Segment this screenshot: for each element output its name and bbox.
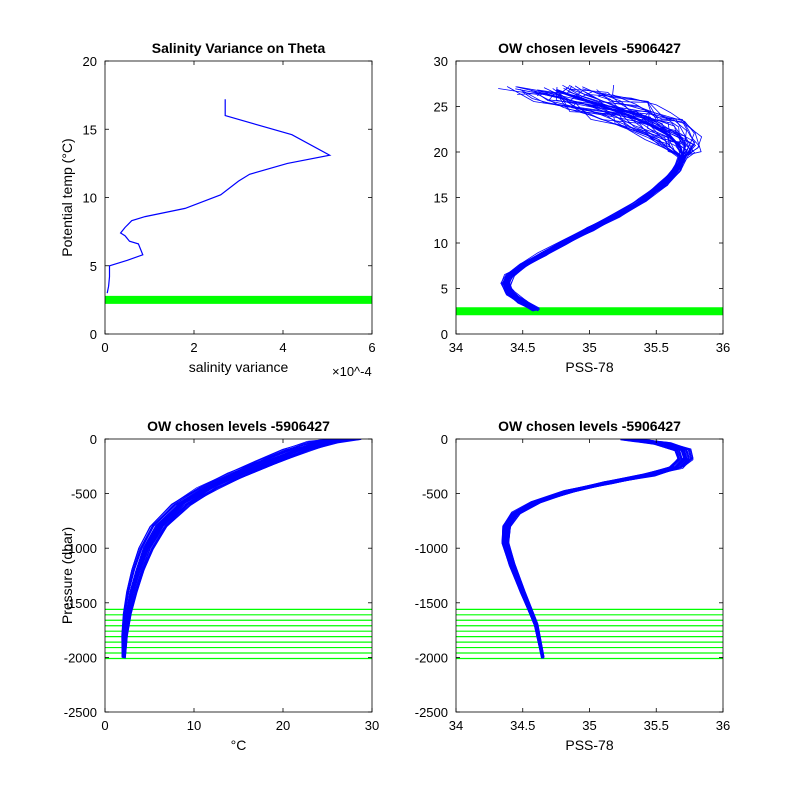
x-axis-label: salinity variance <box>189 359 289 375</box>
profile-line <box>124 439 359 658</box>
y-tick-label: -1000 <box>415 541 448 556</box>
x-axis-exponent: ×10^-4 <box>332 364 372 379</box>
profile-line <box>507 92 701 310</box>
subplot-3: 0 10 20 30 -2500 -2000 -1500 -1000 -500 0 OW chose… <box>59 418 379 753</box>
profile-line <box>122 439 334 658</box>
x-tick-label: 30 <box>365 718 379 733</box>
profile-line <box>509 84 695 310</box>
subplot-1: 0 2 4 6 0 5 10 15 20 Salinity Variance on Theta sa… <box>59 40 376 379</box>
y-tick-label: 15 <box>83 122 97 137</box>
y-tick-label: 10 <box>83 191 97 206</box>
x-axis-label: °C <box>231 737 247 753</box>
plot-title: OW chosen levels -5906427 <box>498 40 681 56</box>
y-tick-label: 0 <box>90 327 97 342</box>
y-tick-label: 20 <box>83 54 97 69</box>
variance-line <box>106 99 332 294</box>
profile-line <box>121 439 329 658</box>
y-tick-label: 25 <box>434 100 448 115</box>
profile-line <box>501 91 680 312</box>
y-tick-label: 0 <box>90 432 97 447</box>
x-tick-label: 0 <box>101 340 108 355</box>
x-tick-label: 36 <box>716 718 730 733</box>
data-series-group <box>121 439 363 659</box>
y-tick-label: 5 <box>90 259 97 274</box>
y-tick-label: 15 <box>434 191 448 206</box>
y-tick-label: 0 <box>441 432 448 447</box>
profile-core-line <box>504 439 688 658</box>
plot-title: Salinity Variance on Theta <box>152 40 326 56</box>
x-tick-label: 34 <box>449 718 463 733</box>
x-tick-label: 35.5 <box>644 718 669 733</box>
x-tick-label: 2 <box>190 340 197 355</box>
y-tick-label: 10 <box>434 236 448 251</box>
profile-core-line <box>504 88 685 311</box>
y-tick-label: -1500 <box>415 596 448 611</box>
profile-core-line <box>122 439 346 658</box>
profile-line <box>121 439 331 658</box>
x-tick-label: 20 <box>276 718 290 733</box>
x-tick-label: 6 <box>368 340 375 355</box>
y-tick-label: -1500 <box>64 596 97 611</box>
plot-title: OW chosen levels -5906427 <box>498 418 681 434</box>
x-tick-label: 35 <box>582 340 596 355</box>
x-tick-label: 0 <box>101 718 108 733</box>
y-tick-label: 30 <box>434 54 448 69</box>
y-axis-label: Pressure (dbar) <box>59 527 75 624</box>
y-axis-label: Potential temp (°C) <box>59 138 75 256</box>
y-tick-label: -1000 <box>64 541 97 556</box>
profile-line <box>122 439 336 657</box>
subplot-4: 34 34.5 35 35.5 36 -2500 -2000 -1500 -1000 -500 0 O… <box>415 418 730 753</box>
y-tick-label: -2000 <box>64 650 97 665</box>
x-tick-label: 34 <box>449 340 463 355</box>
profile-line <box>122 439 340 658</box>
x-tick-label: 35 <box>582 718 596 733</box>
y-tick-label: -2500 <box>64 705 97 720</box>
x-axis-label: PSS-78 <box>565 359 613 375</box>
plot-title: OW chosen levels -5906427 <box>147 418 330 434</box>
subplot-2: 34 34.5 35 35.5 36 0 5 10 15 20 25 30 OW chosen leve… <box>434 40 731 375</box>
x-axis-label: PSS-78 <box>565 737 613 753</box>
data-series-group <box>106 99 332 294</box>
y-tick-label: -2000 <box>415 650 448 665</box>
x-tick-label: 35.5 <box>644 340 669 355</box>
data-series-group <box>498 84 703 312</box>
y-tick-label: -500 <box>71 487 97 502</box>
x-tick-label: 36 <box>716 340 730 355</box>
x-tick-label: 4 <box>279 340 286 355</box>
x-tick-label: 34.5 <box>510 718 535 733</box>
y-tick-label: -2500 <box>415 705 448 720</box>
axes-box <box>104 438 373 713</box>
x-tick-label: 34.5 <box>510 340 535 355</box>
y-tick-label: 20 <box>434 145 448 160</box>
y-tick-label: -500 <box>422 487 448 502</box>
y-tick-label: 0 <box>441 327 448 342</box>
data-series-group <box>501 439 694 659</box>
x-tick-label: 10 <box>187 718 201 733</box>
y-tick-label: 5 <box>441 282 448 297</box>
